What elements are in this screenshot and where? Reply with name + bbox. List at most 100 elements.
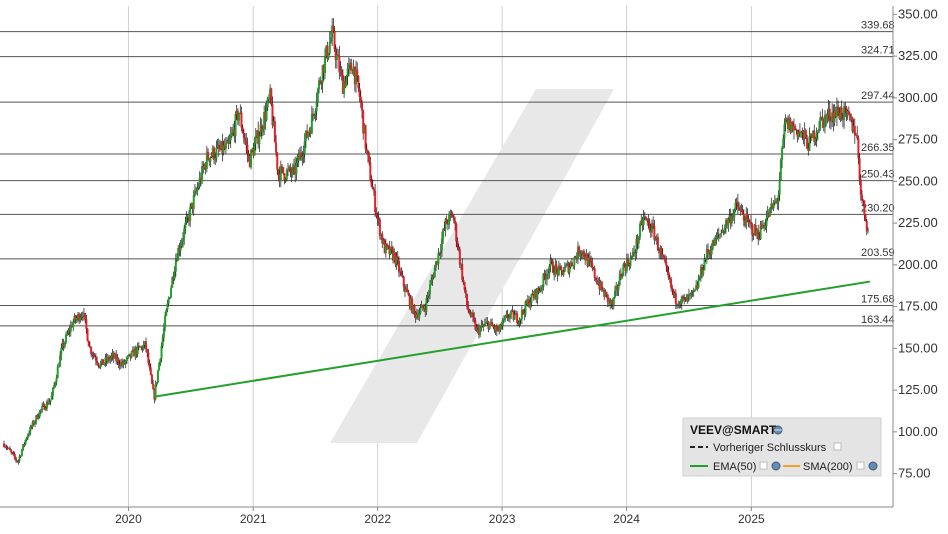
legend[interactable]: VEEV@SMART Vorheriger Schlusskurs EMA(50…: [682, 417, 882, 477]
candle-body: [281, 166, 284, 168]
settings-globe-icon[interactable]: [868, 461, 878, 471]
candle: [282, 167, 285, 175]
candle: [392, 245, 395, 264]
candle-body: [66, 334, 69, 336]
candle: [781, 145, 784, 169]
candle-body: [32, 421, 35, 425]
candle: [753, 223, 756, 236]
candle-body: [592, 267, 595, 269]
candle: [427, 289, 430, 302]
candle-body: [395, 256, 398, 265]
candle-body: [174, 259, 177, 272]
candle-body: [88, 346, 91, 348]
candle: [464, 287, 467, 299]
candle: [779, 157, 782, 181]
candle: [468, 308, 471, 315]
candle-body: [51, 387, 54, 396]
candle-body: [339, 69, 342, 73]
candle-body: [489, 321, 492, 324]
candle: [821, 108, 824, 129]
candle-body: [559, 265, 562, 268]
candle-body: [456, 241, 459, 248]
candle: [210, 152, 213, 159]
candle-body: [266, 98, 269, 108]
candle: [248, 153, 251, 168]
candle: [480, 319, 483, 332]
legend-checkbox-prev-close[interactable]: [833, 442, 842, 451]
candle: [312, 108, 315, 121]
candle: [295, 157, 298, 181]
candle: [437, 247, 440, 270]
candle: [71, 321, 74, 328]
candle: [536, 287, 539, 305]
candle: [616, 284, 619, 296]
candle: [713, 238, 716, 246]
legend-checkbox-ema50[interactable]: [759, 461, 768, 470]
candle-body: [42, 404, 45, 406]
candle: [629, 252, 632, 269]
candle-body: [649, 230, 652, 233]
candle: [571, 257, 574, 267]
candle: [646, 217, 649, 226]
candle-body: [863, 200, 866, 216]
candle-body: [337, 54, 340, 56]
candle: [415, 308, 418, 320]
legend-checkbox-sma200[interactable]: [856, 461, 865, 470]
candle: [334, 44, 337, 69]
candle-body: [87, 340, 90, 347]
globe-icon[interactable]: [773, 425, 783, 435]
candle: [124, 359, 127, 368]
candle: [611, 298, 614, 310]
settings-globe-icon[interactable]: [771, 461, 781, 471]
candle-body: [738, 207, 741, 211]
candle-body: [277, 169, 280, 175]
candle: [271, 96, 274, 129]
candle-body: [611, 301, 614, 306]
candle: [522, 309, 525, 315]
candle: [543, 269, 546, 281]
candle-body: [610, 301, 613, 305]
candle-body: [63, 342, 66, 347]
candle: [792, 118, 795, 140]
candle: [550, 257, 553, 265]
candle: [196, 181, 199, 196]
trendline[interactable]: [153, 280, 871, 398]
candle: [184, 216, 187, 235]
candle-body: [97, 363, 100, 366]
candle: [399, 267, 402, 277]
legend-label-ema50: EMA(50): [713, 461, 756, 473]
candle: [852, 119, 855, 133]
candle-body: [443, 229, 446, 231]
candle: [501, 317, 504, 330]
candle-body: [61, 342, 64, 348]
candle: [776, 198, 779, 210]
candle: [587, 252, 590, 267]
candle-body: [696, 285, 699, 288]
candle-body: [199, 177, 202, 182]
candle-body: [701, 267, 704, 275]
candle: [485, 317, 488, 324]
candle-body: [366, 150, 369, 156]
candle-body: [860, 194, 863, 200]
candle-body: [171, 277, 174, 288]
candle-body: [730, 216, 733, 224]
candle-body: [308, 130, 311, 134]
candle-body: [59, 355, 62, 367]
candle-body: [495, 326, 498, 332]
candle-body: [765, 217, 768, 226]
candle-body: [123, 360, 126, 364]
candle-body: [179, 246, 182, 251]
candle: [321, 64, 324, 94]
x-tick-label: 2023: [489, 512, 516, 526]
candle-body: [843, 106, 846, 121]
candle-body: [692, 290, 695, 292]
candle-body: [437, 252, 440, 265]
candle: [702, 265, 705, 277]
candle: [313, 113, 316, 119]
candle-body: [363, 125, 366, 134]
candle-body: [807, 148, 810, 151]
candle-body: [165, 309, 168, 316]
candle-body: [625, 259, 628, 271]
candle-body: [556, 268, 559, 276]
candle-body: [590, 260, 593, 264]
